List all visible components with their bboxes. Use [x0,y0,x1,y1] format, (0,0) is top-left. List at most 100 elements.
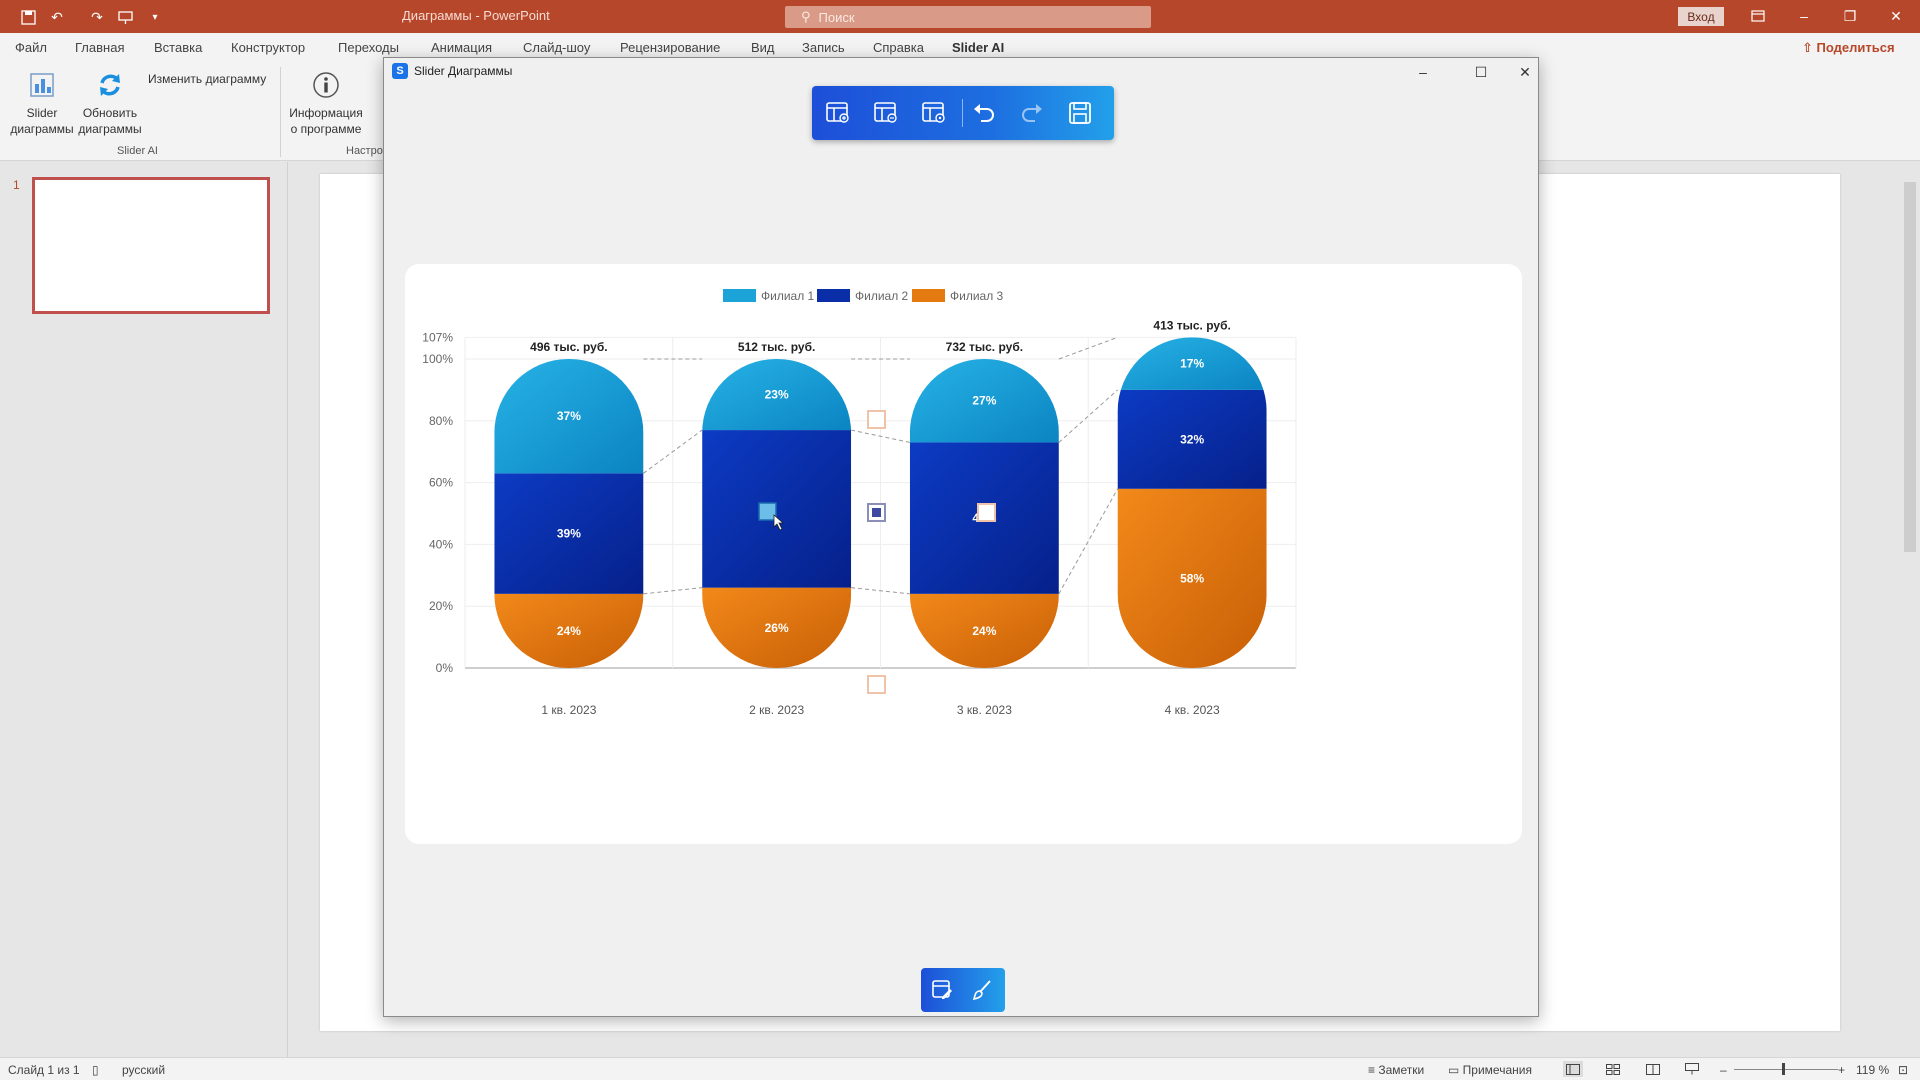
tab-help[interactable]: Справка [873,40,924,55]
dialog-close-icon[interactable]: ✕ [1519,63,1531,80]
edit-chart-button[interactable]: Изменить диаграмму [148,72,267,86]
x-tick-label: 4 кв. 2023 [1165,703,1220,717]
ribbon-separator [280,67,281,157]
save-icon[interactable] [1064,98,1096,128]
normal-view-icon[interactable] [1563,1061,1583,1077]
mouse-cursor-icon [773,514,785,531]
edit-data-icon[interactable] [927,976,957,1004]
x-tick-label: 2 кв. 2023 [749,703,804,717]
zoom-level[interactable]: 119 % [1856,1063,1890,1077]
data-label: 39% [557,527,581,541]
tab-insert[interactable]: Вставка [154,40,203,55]
about-label: Информация о программе [289,106,363,136]
zoom-slider-thumb[interactable] [1782,1063,1785,1075]
scrollbar-thumb[interactable] [1904,182,1916,552]
slide-number: 1 [13,178,20,192]
legend-swatch[interactable] [817,289,850,302]
minimize-icon[interactable]: – [1800,8,1808,24]
legend-label[interactable]: Филиал 2 [855,289,909,303]
customize-quick-access-icon[interactable]: ▾ [152,11,158,23]
accessibility-icon[interactable]: ▯ [92,1063,99,1077]
refresh-charts-label: Обновить диаграммы [78,106,142,136]
tab-review[interactable]: Рецензирование [620,40,721,55]
zoom-out-icon[interactable]: – [1720,1063,1727,1077]
share-button[interactable]: ⇧ Поделиться [1802,40,1895,56]
redo-icon[interactable] [1016,98,1048,128]
undo-icon[interactable]: ↶ [51,8,63,25]
notes-icon: ≡ [1368,1063,1379,1077]
bar-segment[interactable] [1117,488,1267,668]
y-tick-label: 0% [436,661,454,675]
vertical-scrollbar[interactable] [1900,162,1920,1057]
connector-line [1058,488,1119,595]
dialog-minimize-icon[interactable]: – [1419,64,1427,80]
slider-charts-button[interactable]: Slider диаграммы [8,67,76,137]
tab-transitions[interactable]: Переходы [338,40,399,55]
signin-button[interactable]: Вход [1678,7,1724,26]
style-brush-icon[interactable] [967,976,997,1004]
stacked-bar-chart[interactable]: 0% 20% 40% 60% 80% 100% 107% 24% 39% 37% 496 тыс.… [405,264,1522,844]
connector-line [643,429,703,474]
save-icon[interactable] [17,7,39,27]
search-icon: ⚲ [801,9,811,24]
slide-sorter-icon[interactable] [1603,1061,1623,1077]
fit-to-window-icon[interactable]: ⊡ [1898,1063,1909,1077]
redo-icon[interactable]: ↷ [91,8,103,25]
bar-segment[interactable] [1117,389,1267,489]
data-label: 58% [1180,571,1204,585]
total-label: 512 тыс. руб. [738,340,815,354]
resize-handle-bottom[interactable] [867,675,886,694]
resize-handle-top[interactable] [867,410,886,429]
legend-swatch[interactable] [723,289,756,302]
slider-charts-dialog: S Slider Диаграммы – ☐ ✕ [383,57,1539,1017]
tab-design[interactable]: Конструктор [231,40,306,55]
tab-animations[interactable]: Анимация [431,40,493,55]
legend-label[interactable]: Филиал 3 [950,289,1004,303]
tab-view[interactable]: Вид [751,40,775,55]
remove-element-icon[interactable] [870,98,902,128]
restore-icon[interactable]: ❐ [1843,7,1857,24]
bar-segment[interactable] [494,359,644,474]
y-tick-label: 100% [422,352,453,366]
resize-handle-left-active[interactable] [758,502,777,521]
table-settings-icon[interactable] [918,98,950,128]
undo-icon[interactable] [968,98,1000,128]
tab-home[interactable]: Главная [75,40,125,55]
language-indicator[interactable]: русский [122,1063,166,1077]
bar-segment[interactable] [494,473,644,594]
slideshow-icon[interactable] [1682,1061,1702,1077]
x-tick-label: 1 кв. 2023 [541,703,596,717]
reading-view-icon[interactable] [1643,1061,1663,1077]
zoom-in-icon[interactable]: + [1838,1063,1846,1077]
y-tick-label: 80% [429,414,453,428]
start-presentation-icon[interactable] [114,7,136,27]
bar-stack[interactable] [494,359,644,668]
comments-icon: ▭ [1448,1063,1463,1077]
comments-button[interactable]: ▭ Примечания [1448,1063,1532,1077]
legend-swatch[interactable] [912,289,945,302]
about-button[interactable]: Информация о программе [286,67,366,137]
bottom-toolbar [921,968,1005,1012]
tab-file[interactable]: Файл [15,40,47,55]
tab-record[interactable]: Запись [802,40,845,55]
data-label: 27% [972,394,996,408]
tab-slideshow[interactable]: Слайд-шоу [523,40,591,55]
resize-handle-right[interactable] [977,503,996,522]
ribbon-display-options-icon[interactable] [1746,6,1770,26]
dialog-maximize-icon[interactable]: ☐ [1474,63,1488,80]
slide-thumbnail[interactable] [32,177,270,314]
legend-label[interactable]: Филиал 1 [761,289,815,303]
add-element-icon[interactable] [822,98,854,128]
data-label: 24% [557,624,581,638]
chart-toolbar [812,86,1114,140]
close-icon[interactable]: ✕ [1890,7,1902,24]
connector-line [1058,389,1118,443]
tab-slider-ai[interactable]: Slider AI [952,40,1005,55]
refresh-charts-button[interactable]: Обновить диаграммы [76,67,144,137]
notes-button[interactable]: ≡ Заметки [1368,1063,1424,1077]
search-input[interactable]: ⚲ Поиск [785,6,1151,28]
chart-card: 0% 20% 40% 60% 80% 100% 107% 24% 39% 37% 496 тыс.… [405,264,1522,844]
slide-counter: Слайд 1 из 1 [8,1063,80,1077]
bar-stack[interactable] [1117,337,1267,668]
zoom-slider[interactable] [1734,1069,1838,1070]
